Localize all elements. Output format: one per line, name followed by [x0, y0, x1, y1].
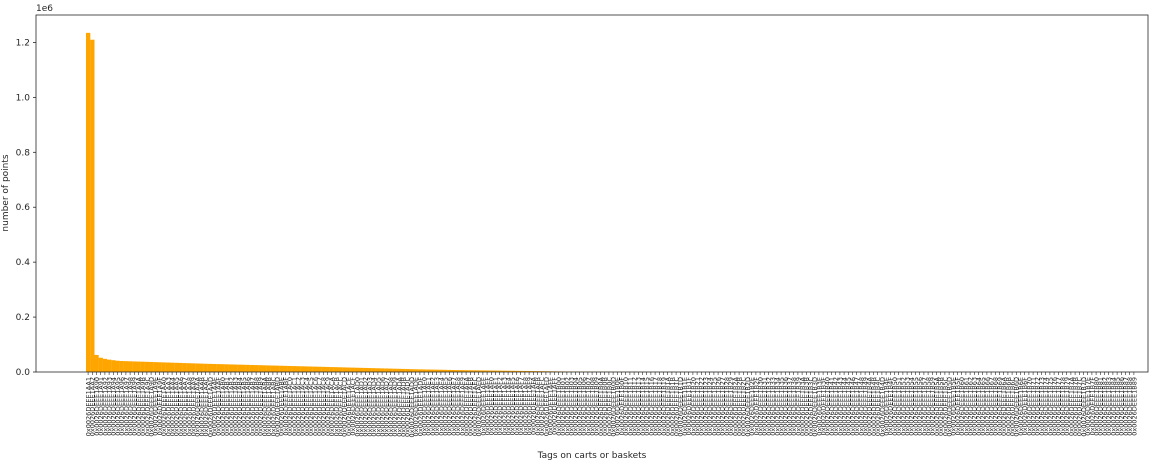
bar [262, 365, 266, 372]
bar [292, 366, 296, 372]
bar [141, 362, 145, 372]
bar [157, 362, 161, 372]
bar [409, 369, 413, 372]
bar [103, 359, 107, 372]
bar [216, 364, 220, 372]
bar [380, 368, 384, 372]
bar [241, 365, 245, 372]
bar [233, 365, 237, 372]
bar [367, 368, 371, 372]
y-axis-label: number of points [1, 154, 11, 231]
bar [372, 368, 376, 372]
x-tick-group: 0x0026DEEE1AA10x0026DEEE1AA20x0026DEEE1A… [85, 372, 1139, 437]
y-tick-label: 0.2 [16, 313, 30, 323]
bar [191, 363, 195, 372]
bar [178, 363, 182, 372]
bar [346, 368, 350, 373]
offset-label: 1e6 [36, 4, 53, 14]
bar [275, 366, 279, 372]
bar [376, 368, 380, 372]
x-tick-label: 0x0026DEEE1B89 [1130, 377, 1138, 436]
bar [220, 364, 224, 372]
bar [149, 362, 153, 372]
bar [296, 366, 300, 372]
bar [414, 369, 418, 372]
y-tick-label: 0.8 [16, 148, 31, 158]
bar [300, 366, 304, 372]
bar [128, 361, 132, 372]
bar [212, 364, 216, 372]
bar [254, 365, 258, 372]
bar [351, 368, 355, 372]
bar [208, 364, 212, 372]
bar [279, 366, 283, 372]
y-tick-group: 0.0 0.2 0.4 0.6 0.8 1.0 1.2 [16, 38, 36, 378]
bar [359, 368, 363, 372]
y-tick-label: 0.4 [16, 258, 31, 268]
bar [321, 367, 325, 372]
bar [397, 369, 401, 372]
bar [267, 365, 271, 372]
bar [271, 366, 275, 372]
bar [199, 364, 203, 372]
bar [355, 368, 359, 372]
y-tick-label: 0.0 [16, 368, 31, 378]
bar [86, 33, 90, 372]
bar [94, 355, 98, 372]
bar [304, 366, 308, 372]
bar [115, 361, 119, 372]
bar [250, 365, 254, 372]
bar [120, 361, 124, 372]
bar [405, 369, 409, 372]
bar [334, 367, 338, 372]
bar [229, 364, 233, 372]
bar [384, 368, 388, 372]
bar [174, 363, 178, 372]
bar [288, 366, 292, 372]
bar [107, 360, 111, 372]
bar [195, 363, 199, 372]
bar [338, 367, 342, 372]
bar [153, 362, 157, 372]
bar [124, 361, 128, 372]
bar [330, 367, 334, 372]
bar [313, 367, 317, 372]
bar [162, 362, 166, 372]
plot-frame [36, 15, 1148, 372]
bar [170, 363, 174, 372]
bar [145, 362, 149, 372]
bar [166, 363, 170, 372]
bar [342, 367, 346, 372]
bar [204, 364, 208, 372]
bar [401, 369, 405, 372]
y-tick-label: 0.6 [16, 203, 31, 213]
bar [225, 364, 229, 372]
bar [393, 369, 397, 372]
x-axis-label: Tags on carts or baskets [537, 451, 647, 461]
bar [132, 361, 136, 372]
bar [183, 363, 187, 372]
bar [187, 363, 191, 372]
y-tick-label: 1.0 [16, 93, 31, 103]
bars-group [86, 33, 830, 372]
y-tick-label: 1.2 [16, 38, 30, 48]
bar [309, 367, 313, 372]
bar [283, 366, 287, 372]
bar [258, 365, 262, 372]
bar [136, 362, 140, 372]
bar [363, 368, 367, 372]
bar [99, 358, 103, 372]
bar [237, 365, 241, 372]
bar [90, 40, 94, 372]
bar [317, 367, 321, 372]
bar [325, 367, 329, 372]
bar [111, 360, 115, 372]
bar [246, 365, 250, 372]
bar [388, 369, 392, 372]
